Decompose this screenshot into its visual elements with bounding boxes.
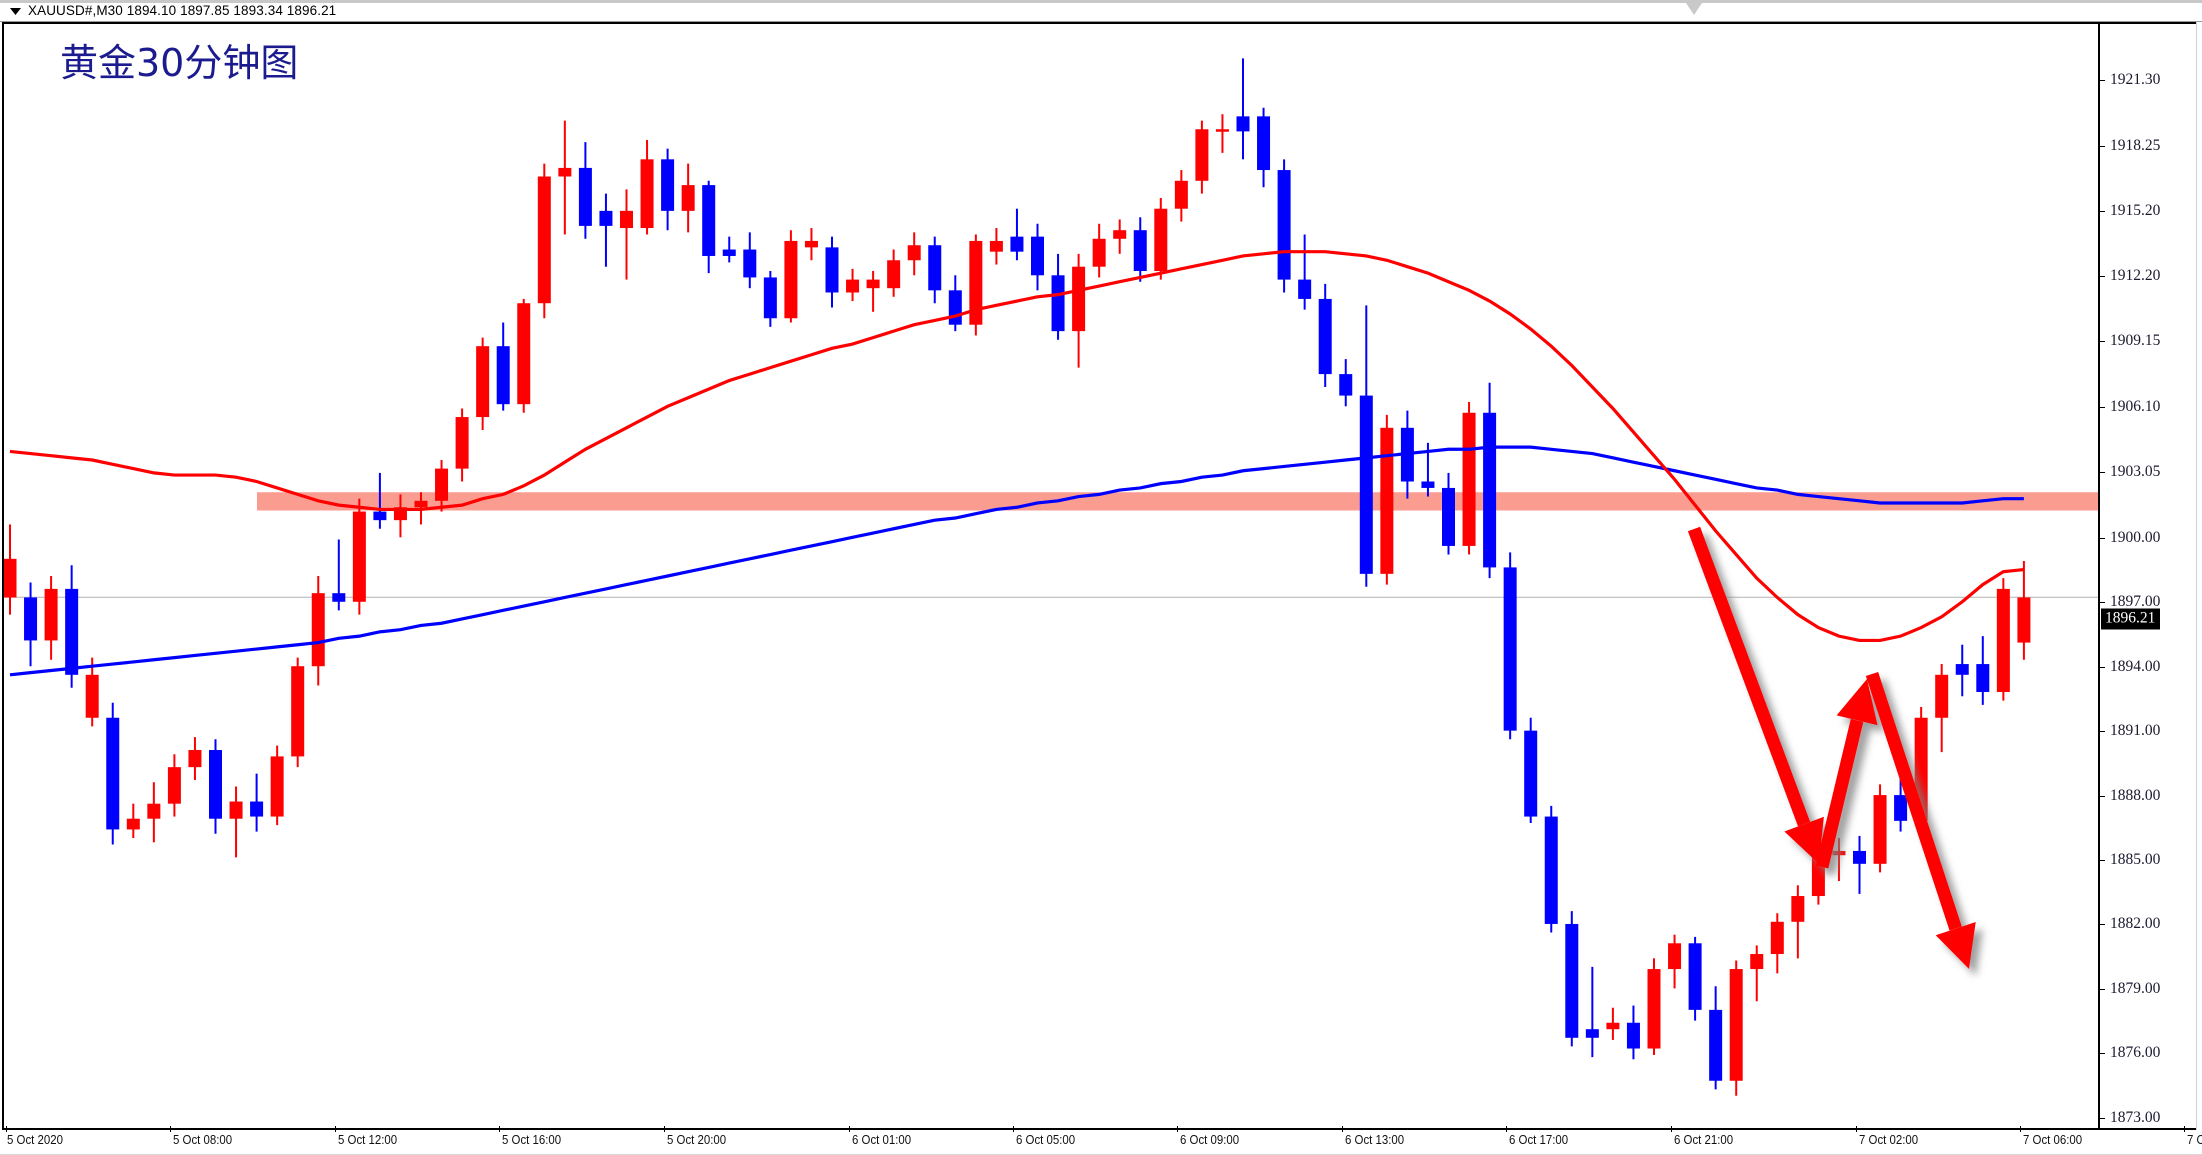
price-axis-tick xyxy=(2100,666,2105,668)
bearish-zigzag-forecast xyxy=(1687,526,1976,969)
time-axis-tick xyxy=(2019,1126,2021,1132)
time-axis-label: 6 Oct 17:00 xyxy=(1509,1132,1569,1147)
window-title-bar: XAUUSD#,M30 1894.10 1897.85 1893.34 1896… xyxy=(0,0,2202,22)
price-axis-tick xyxy=(2100,1117,2105,1119)
price-axis-tick xyxy=(2100,472,2105,474)
time-axis-tick xyxy=(1341,1126,1343,1132)
price-axis-tick xyxy=(2100,988,2105,990)
price-axis[interactable]: 1921.30 1918.25 1915.20 1912.20 1909.15 1906.… xyxy=(2100,22,2196,1130)
time-axis-label: 6 Oct 01:00 xyxy=(851,1132,911,1147)
moving-average-slow xyxy=(9,445,2024,677)
price-axis-tick xyxy=(2100,537,2105,539)
time-axis-label: 7 Oct 06:00 xyxy=(2022,1132,2083,1147)
triangle-down-icon[interactable] xyxy=(0,0,24,22)
time-axis-tick xyxy=(1177,1126,1179,1132)
price-axis-label: 1885.00 xyxy=(2110,851,2161,869)
time-axis-label: 5 Oct 08:00 xyxy=(173,1132,233,1147)
price-axis-label: 1891.00 xyxy=(2110,722,2161,740)
time-axis-tick xyxy=(499,1126,501,1132)
time-axis-tick xyxy=(1012,1126,1014,1132)
time-axis-label: 5 Oct 2020 xyxy=(7,1132,63,1147)
price-axis-tick xyxy=(2100,1053,2105,1055)
time-axis-label: 6 Oct 13:00 xyxy=(1344,1132,1404,1147)
price-axis-label: 1879.00 xyxy=(2110,979,2161,997)
plot-svg xyxy=(4,58,2098,1096)
price-axis-label: 1894.00 xyxy=(2110,657,2161,675)
time-axis-tick xyxy=(848,1126,850,1132)
chart-annotation-title: 黄金30分钟图 xyxy=(60,41,299,85)
price-axis-label: 1873.00 xyxy=(2110,1108,2161,1126)
price-axis-tick xyxy=(2100,145,2105,147)
time-axis-tick xyxy=(334,1126,336,1132)
time-axis-tick xyxy=(1506,1126,1508,1132)
time-axis-label: 7 Oct 10:00 xyxy=(2187,1132,2202,1147)
time-axis-label: 6 Oct 09:00 xyxy=(1180,1132,1240,1147)
candle-series xyxy=(4,58,2031,1096)
price-axis-tick xyxy=(2100,731,2105,733)
price-axis-label: 1903.05 xyxy=(2110,463,2161,481)
window-right-margin xyxy=(2196,22,2202,1154)
title-bar-top-edge xyxy=(0,0,2202,3)
triangle-down-marker-icon xyxy=(1686,3,1702,15)
price-axis-label: 1918.25 xyxy=(2110,136,2161,154)
time-axis-tick xyxy=(663,1126,665,1132)
current-price-tag: 1896.21 xyxy=(2101,608,2161,630)
time-axis-label: 7 Oct 02:00 xyxy=(1858,1132,1918,1147)
price-axis-label: 1876.00 xyxy=(2110,1044,2161,1062)
time-axis-label: 5 Oct 16:00 xyxy=(502,1132,562,1147)
price-axis-label: 1900.00 xyxy=(2110,528,2161,546)
price-axis-label: 1921.30 xyxy=(2110,71,2161,89)
price-axis-label: 1915.20 xyxy=(2110,202,2161,220)
time-axis-tick xyxy=(1670,1126,1672,1132)
price-axis-label: 1882.00 xyxy=(2110,915,2161,933)
price-axis-tick xyxy=(2100,860,2105,862)
support-resistance-zone xyxy=(257,492,2098,511)
time-axis-tick xyxy=(1855,1126,1857,1132)
price-axis-tick xyxy=(2100,602,2105,604)
price-axis-tick xyxy=(2100,80,2105,82)
chart-plot-frame xyxy=(2,22,2198,1130)
time-axis[interactable]: 5 Oct 2020 5 Oct 08:00 5 Oct 12:00 5 Oct 16… xyxy=(0,1126,2202,1154)
price-axis-tick xyxy=(2100,406,2105,408)
price-axis-tick xyxy=(2100,341,2105,343)
time-axis-label: 6 Oct 05:00 xyxy=(1015,1132,1076,1147)
chart-symbol-info: XAUUSD#,M30 1894.10 1897.85 1893.34 1896… xyxy=(28,3,337,18)
price-axis-tick xyxy=(2100,795,2105,797)
price-axis-label: 1909.15 xyxy=(2110,332,2161,350)
time-axis-tick xyxy=(2184,1126,2186,1132)
time-axis-label: 5 Oct 12:00 xyxy=(337,1132,397,1147)
moving-average-fast xyxy=(9,250,2025,643)
price-axis-tick xyxy=(2100,275,2105,277)
plot-right-border xyxy=(2098,22,2100,1130)
price-axis-label: 1912.20 xyxy=(2110,266,2161,284)
price-axis-tick xyxy=(2100,211,2105,213)
price-axis-label: 1888.00 xyxy=(2110,786,2161,804)
price-axis-label: 1897.00 xyxy=(2110,593,2161,611)
time-axis-tick xyxy=(6,1126,7,1132)
price-axis-tick xyxy=(2100,924,2105,926)
candlestick-plot-area[interactable] xyxy=(4,24,2098,1128)
x-axis-line xyxy=(2,1128,2198,1130)
time-axis-label: 6 Oct 21:00 xyxy=(1673,1132,1733,1147)
time-axis-tick xyxy=(170,1126,172,1132)
window-bottom-strip xyxy=(0,1130,2202,1155)
time-axis-label: 5 Oct 20:00 xyxy=(666,1132,726,1147)
price-axis-label: 1906.10 xyxy=(2110,397,2161,415)
